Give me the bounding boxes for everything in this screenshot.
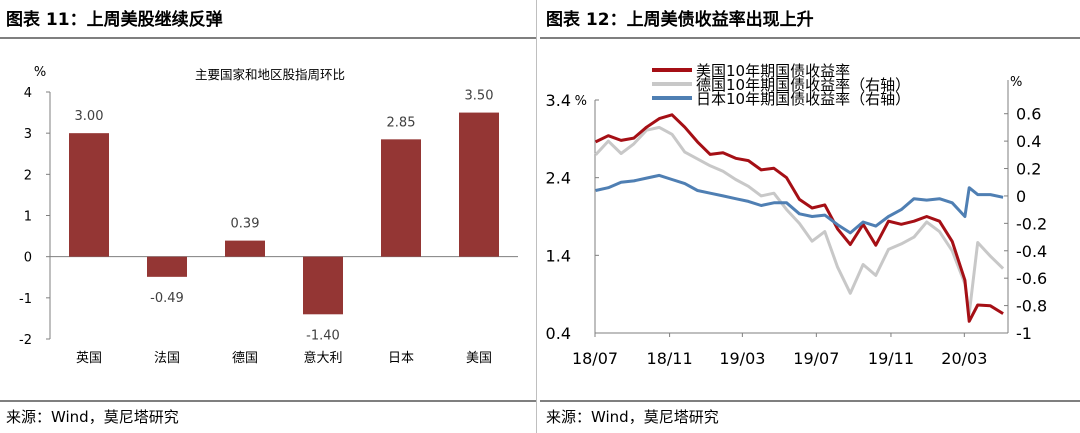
line-right-tick-label: -0.6	[1016, 269, 1047, 288]
figure-12-title: 图表 12：上周美债收益率出现上升	[546, 10, 814, 30]
bar-y-tick-label: 2	[24, 168, 32, 183]
bar-data-label: -1.40	[306, 328, 340, 343]
bar-chart-title: 主要国家和地区股指周环比	[195, 67, 345, 82]
bar-category-label: 意大利	[303, 350, 342, 366]
right-panel: 图表 12：上周美债收益率出现上升 3.4 2.4 1.4 0.4% 0.6 0.4 0.2…	[540, 0, 1080, 433]
bottom-rule	[540, 400, 1080, 402]
line-left-unit: %	[575, 94, 587, 109]
bar-y-tick-label: 4	[24, 86, 32, 101]
source-note: 来源：Wind，莫尼塔研究	[6, 408, 179, 426]
bar-y-tick-label: 1	[24, 210, 32, 225]
line-x-tick-label: 19/11	[868, 349, 914, 368]
source-note: 来源：Wind，莫尼塔研究	[546, 408, 719, 426]
line-right-tick-label: 0	[1016, 187, 1026, 206]
bar-y-unit-label: %	[34, 65, 46, 80]
bar-category-label: 德国	[232, 351, 258, 366]
line-left-tick-label: 3.4	[546, 91, 571, 110]
line-right-unit: %	[1010, 75, 1022, 90]
bar-category-label: 日本	[388, 351, 414, 366]
line-chart: 3.4 2.4 1.4 0.4% 0.6 0.4 0.2 0 -0.2 -0.4 -0.6 -0.8 -…	[546, 62, 1048, 368]
de-yield-line	[594, 125, 1005, 316]
panel-divider	[536, 0, 540, 433]
line-right-tick-label: -1	[1016, 324, 1032, 343]
bar-data-label: 3.50	[465, 89, 494, 104]
top-rule	[0, 37, 536, 39]
left-panel: 图表 11：上周美股继续反弹 主要国家和地区股指周环比 % 4 3 2 1 0 -1 -2 3…	[0, 0, 536, 433]
bar-y-tick-label: 3	[24, 127, 32, 142]
bar	[459, 112, 499, 257]
legend-label: 美国10年期国债收益率	[696, 62, 850, 80]
jp-yield-line	[595, 173, 1004, 235]
line-right-tick-label: -0.4	[1016, 242, 1047, 261]
bar-category-label: 法国	[154, 351, 180, 366]
figure-11-title: 图表 11：上周美股继续反弹	[6, 10, 223, 30]
bar-y-tick-label: -2	[19, 333, 32, 348]
bar-category-label: 英国	[76, 351, 102, 366]
line-left-tick-label: 1.4	[546, 246, 571, 265]
line-x-tick-label: 20/03	[941, 349, 987, 368]
line-right-tick-label: -0.8	[1016, 297, 1047, 316]
bar-data-label: -0.49	[150, 291, 184, 306]
bar-data-label: 0.39	[231, 217, 260, 232]
line-x-tick-label: 18/07	[572, 349, 618, 368]
bar	[303, 256, 343, 315]
line-left-tick-label: 2.4	[546, 169, 571, 188]
bar-chart: 主要国家和地区股指周环比 % 4 3 2 1 0 -1 -2 3.00 英国 -0.49 法国 0.3…	[19, 65, 518, 366]
line-left-tick-label: 0.4	[546, 324, 571, 343]
line-right-tick-label: 0.4	[1016, 132, 1041, 151]
bar-y-tick-label: -1	[19, 292, 32, 307]
bar-data-label: 3.00	[75, 109, 104, 124]
line-right-tick-label: -0.2	[1016, 214, 1047, 233]
top-rule	[540, 37, 1080, 39]
line-x-tick-label: 19/03	[719, 349, 765, 368]
bottom-rule	[0, 400, 536, 402]
bar-data-label: 2.85	[387, 115, 416, 130]
bar	[69, 133, 109, 257]
line-x-tick-label: 18/11	[647, 349, 693, 368]
bar	[147, 256, 187, 277]
legend-label: 日本10年期国债收益率（右轴）	[696, 90, 910, 108]
line-x-tick-label: 19/07	[793, 349, 839, 368]
bar	[225, 240, 265, 257]
us-yield-line	[594, 113, 1004, 323]
legend-label: 德国10年期国债收益率（右轴）	[696, 76, 910, 94]
bar-y-tick-label: 0	[24, 251, 32, 266]
bar	[381, 139, 421, 257]
bar-category-label: 美国	[466, 351, 492, 366]
line-right-tick-label: 0.6	[1016, 105, 1041, 124]
line-right-tick-label: 0.2	[1016, 160, 1041, 179]
